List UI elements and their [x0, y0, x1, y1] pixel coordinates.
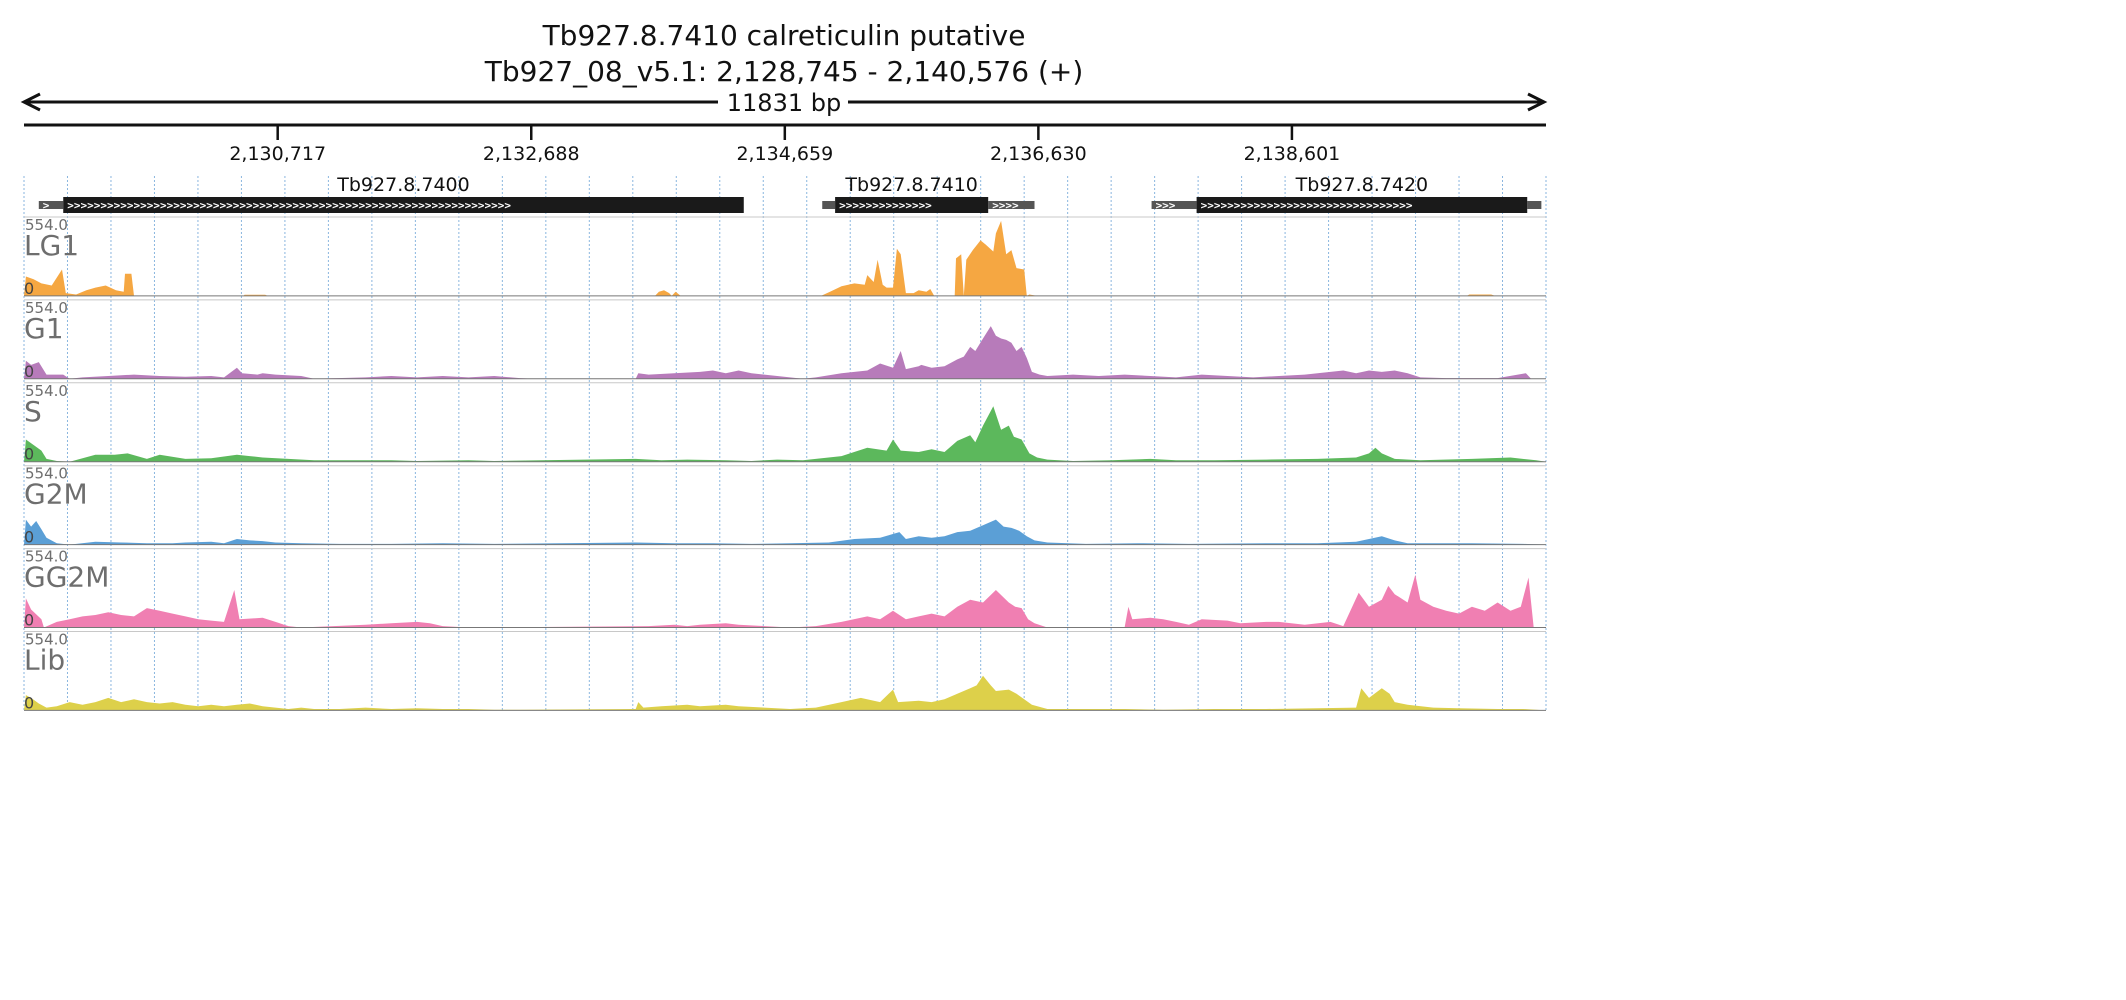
gene-cds: [1196, 197, 1528, 213]
gene-track: > >>>>>>>>>>>>>>>>>>>>>>>>>>>>>>>>>>>>>>>…: [38, 174, 1542, 213]
track-name: GG2M: [24, 561, 109, 594]
track-lg1: 554.0 0 LG1: [24, 216, 1546, 298]
coverage-area: [24, 519, 1546, 545]
ruler-ticks: 2,130,717 2,132,688 2,134,659 2,136,630 2,13…: [229, 125, 1340, 165]
gene-cds: [835, 197, 989, 213]
y-zero-label: 0: [24, 279, 34, 298]
y-zero-label: 0: [24, 693, 34, 712]
gene-model: >>> >>>>>>>>>>>>>>>>>>>>>>>>>>>>>>>>Tb927…: [1151, 174, 1542, 213]
y-max-label: 554.0: [25, 631, 68, 649]
track-name: G2M: [24, 478, 88, 511]
y-max-label: 554.0: [25, 216, 68, 234]
coverage-area: [24, 574, 1546, 628]
track-name: LG1: [24, 229, 79, 262]
track-g2m: 554.0 0 G2M: [24, 465, 1546, 547]
track-lib: 554.0 0 Lib: [24, 631, 1546, 712]
gene-model: >>>>>>>>>>>>>>>>>>Tb927.8.7410: [822, 174, 1035, 213]
ruler-tick-label: 2,132,688: [483, 143, 580, 165]
figure-canvas: Tb927.8.7410 calreticulin putative Tb927…: [20, 19, 1548, 712]
gene-label: Tb927.8.7420: [1295, 174, 1428, 196]
locus-title: Tb927_08_v5.1: 2,128,745 - 2,140,576 (+): [484, 55, 1084, 88]
strand-chevrons: >>>>>>>>>>>>>>>>>>>>>>>>>>>>>>>>>>>>>>>>…: [67, 199, 511, 212]
span-arrow: [20, 92, 1548, 112]
y-max-label: 554.0: [25, 465, 68, 483]
strand-chevrons: >>>>: [992, 199, 1019, 212]
track-s: 554.0 0 S: [24, 382, 1546, 464]
gene-utr5: [1151, 201, 1197, 209]
coverage-tracks: 554.00LG1554.00G1554.00S554.00G2M554.00G…: [24, 216, 1546, 712]
track-name: Lib: [24, 644, 65, 677]
span-length-label: 11831 bp: [727, 89, 841, 117]
strand-chevrons: >>>: [1156, 199, 1176, 212]
strand-chevrons: >>>>>>>>>>>>>>: [839, 199, 932, 212]
coverage-area: [24, 406, 1546, 462]
gene-model: > >>>>>>>>>>>>>>>>>>>>>>>>>>>>>>>>>>>>>>>…: [38, 174, 744, 213]
track-gg2m: 554.0 0 GG2M: [24, 548, 1546, 630]
coverage-area: [24, 326, 1546, 379]
gene-label: Tb927.8.7400: [336, 174, 469, 196]
track-name: S: [24, 395, 42, 428]
y-zero-label: 0: [24, 362, 34, 381]
gene-utr3: [988, 201, 1035, 209]
gene-cds: [63, 197, 744, 213]
gene-label: Tb927.8.7410: [844, 174, 977, 196]
gene-utr5: [38, 201, 64, 209]
y-zero-label: 0: [24, 445, 34, 464]
y-zero-label: 0: [24, 611, 34, 630]
ruler-tick-label: 2,134,659: [736, 143, 833, 165]
y-max-label: 554.0: [25, 548, 68, 566]
ruler-tick-label: 2,130,717: [229, 143, 326, 165]
y-max-label: 554.0: [25, 299, 68, 317]
track-name: G1: [24, 312, 64, 345]
strand-chevrons: >>>>>>>>>>>>>>>>>>>>>>>>>>>>>>>>: [1201, 199, 1413, 212]
gene-utr3: [1527, 201, 1542, 209]
gene-title: Tb927.8.7410 calreticulin putative: [542, 19, 1026, 52]
genome-browser-figure: Tb927.8.7410 calreticulin putative Tb927…: [20, 19, 1548, 712]
strand-chevrons: >: [43, 199, 50, 212]
ruler-tick-label: 2,138,601: [1244, 143, 1341, 165]
y-zero-label: 0: [24, 528, 34, 547]
gene-utr5: [822, 201, 836, 209]
y-max-label: 554.0: [25, 382, 68, 400]
track-g1: 554.0 0 G1: [24, 299, 1546, 381]
coverage-area: [24, 220, 1546, 296]
ruler-tick-label: 2,136,630: [990, 143, 1087, 165]
coverage-area: [24, 675, 1546, 711]
grid-lines: [23, 176, 1547, 710]
